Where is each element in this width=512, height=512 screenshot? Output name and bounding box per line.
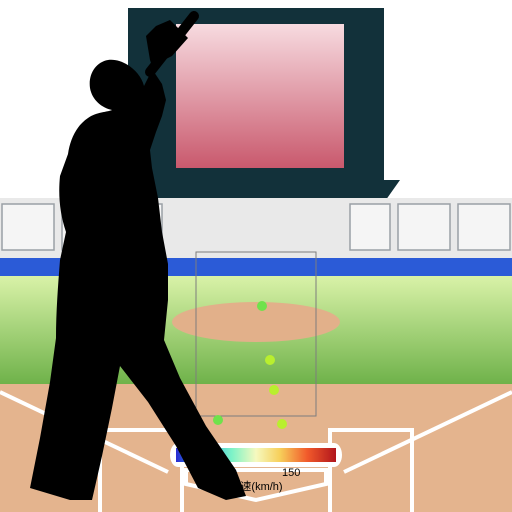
pitch-marker — [269, 385, 279, 395]
pitchers-mound — [172, 302, 340, 342]
pitch-marker — [257, 301, 267, 311]
stand-panel — [398, 204, 450, 250]
scoreboard-screen — [176, 24, 344, 168]
stand-panel — [350, 204, 390, 250]
pitch-marker — [265, 355, 275, 365]
pitch-marker — [213, 415, 223, 425]
legend-tick: 150 — [282, 467, 300, 479]
stand-panel — [2, 204, 54, 250]
pitch-location-chart: 100150球速(km/h) — [0, 0, 512, 512]
pitch-marker — [277, 419, 287, 429]
stand-panel — [458, 204, 510, 250]
